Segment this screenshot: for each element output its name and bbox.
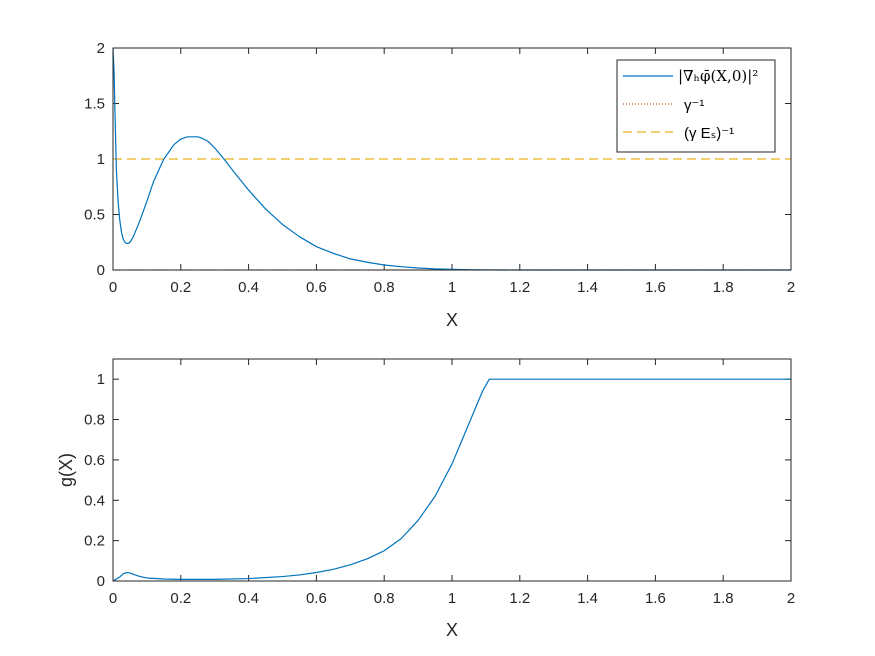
top-tick-labels: 0 0.2 0.4 0.6 0.8 1 1.2 1.4 1.6 1.8 2 0 0.5 1 1.5 2 (84, 40, 795, 296)
bottom-ylabel: g(X) (56, 453, 76, 487)
y-tick-label: 0.8 (84, 412, 105, 429)
x-tick-label: 1.4 (577, 590, 598, 607)
x-tick-label: 1.4 (577, 279, 598, 296)
y-tick-label: 1 (97, 371, 105, 388)
legend-label-series-3: (γ Eₛ)⁻¹ (684, 125, 734, 142)
bottom-tick-labels: 0 0.2 0.4 0.6 0.8 1 1.2 1.4 1.6 1.8 2 0 0.2 0.4 0.6 0.8… (84, 371, 795, 607)
top-axes-box (112, 47, 792, 271)
bottom-plot-area (113, 359, 791, 581)
bottom-xlabel: X (446, 620, 458, 640)
x-tick-label: 0.6 (306, 590, 327, 607)
top-xlabel: X (446, 310, 458, 330)
legend: |∇ₕφ̄(X,0)|² γ⁻¹ (γ Eₛ)⁻¹ (616, 59, 776, 153)
x-tick-label: 0.2 (170, 279, 191, 296)
x-tick-label: 1.8 (713, 590, 734, 607)
series-line-1 (112, 378, 791, 582)
bottom-axes-box (112, 358, 792, 582)
y-tick-label: 0.4 (84, 492, 105, 509)
y-tick-label: 1 (97, 151, 105, 168)
x-tick-label: 1.2 (509, 590, 530, 607)
x-tick-label: 2 (787, 279, 795, 296)
x-tick-label: 1 (448, 279, 456, 296)
legend-label-series-1: |∇ₕφ̄(X,0)|² (678, 67, 758, 85)
y-tick-label: 0 (97, 573, 105, 590)
x-tick-label: 0.2 (170, 590, 191, 607)
x-tick-label: 2 (787, 590, 795, 607)
y-tick-label: 0.5 (84, 207, 105, 224)
x-tick-label: 0.8 (374, 279, 395, 296)
x-tick-label: 1.8 (713, 279, 734, 296)
y-tick-label: 0.2 (84, 533, 105, 550)
x-tick-label: 0.4 (238, 279, 259, 296)
x-tick-label: 0 (109, 590, 117, 607)
x-tick-label: 0.4 (238, 590, 259, 607)
bottom-series (112, 378, 791, 582)
legend-box (616, 59, 776, 153)
y-tick-label: 1.5 (84, 96, 105, 113)
x-tick-label: 0.6 (306, 279, 327, 296)
x-tick-label: 1 (448, 590, 456, 607)
x-tick-label: 0 (109, 279, 117, 296)
top-panel: 0 0.2 0.4 0.6 0.8 1 1.2 1.4 1.6 1.8 2 0 0.5 1 1.5 2 X |… (84, 40, 795, 330)
y-tick-label: 0 (97, 262, 105, 279)
x-tick-label: 1.2 (509, 279, 530, 296)
bottom-panel: 0 0.2 0.4 0.6 0.8 1 1.2 1.4 1.6 1.8 2 0 0.2 0.4 0.6 0.8… (56, 358, 795, 640)
y-tick-label: 0.6 (84, 452, 105, 469)
x-tick-label: 0.8 (374, 590, 395, 607)
x-tick-label: 1.6 (645, 590, 666, 607)
y-tick-label: 2 (97, 40, 105, 57)
x-tick-label: 1.6 (645, 279, 666, 296)
legend-label-series-2: γ⁻¹ (684, 97, 704, 114)
